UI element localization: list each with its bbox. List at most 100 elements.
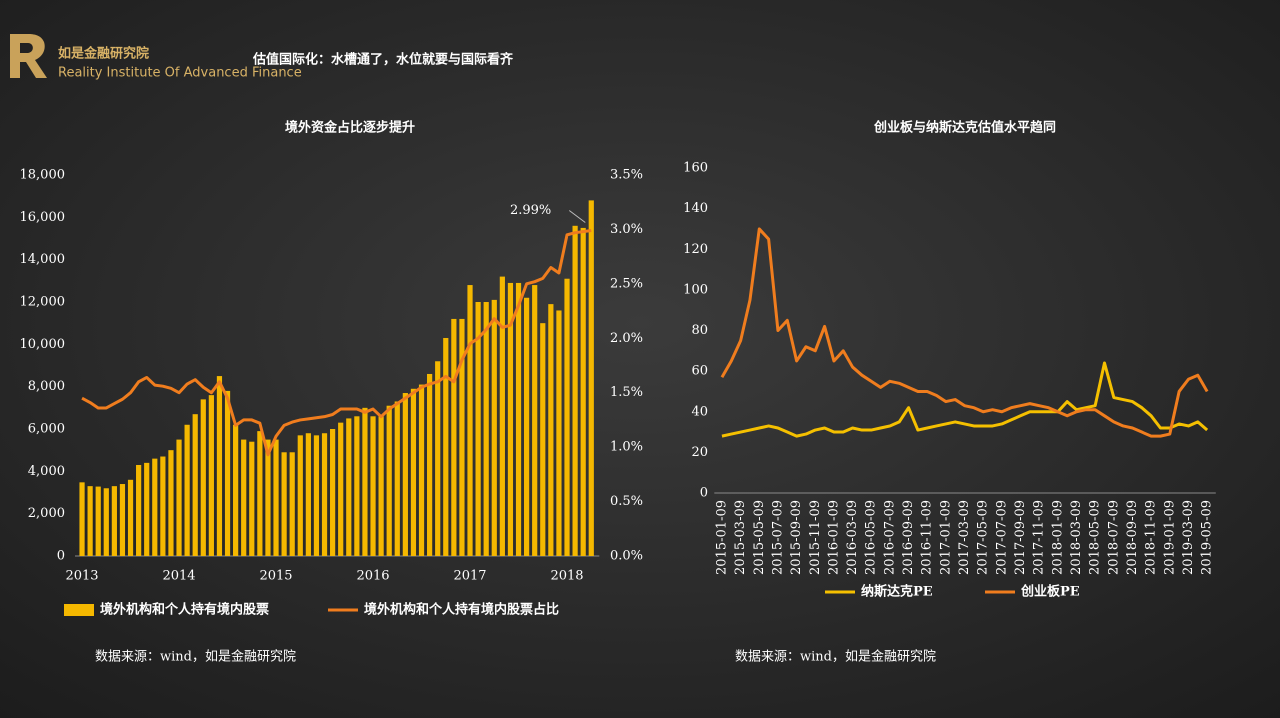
bar [475, 302, 481, 556]
bar [241, 439, 247, 556]
bar [394, 401, 400, 556]
bar [483, 302, 489, 556]
bar [257, 431, 263, 556]
bar [491, 299, 497, 556]
x-tick-label: 2019-05-09 [1200, 500, 1215, 575]
logo-subtitle: Reality Institute Of Advanced Finance [58, 66, 302, 81]
x-tick-label: 2017-05-09 [976, 500, 991, 575]
bar [338, 422, 344, 556]
bar [556, 310, 562, 556]
y-tick-label: 6,000 [28, 422, 65, 437]
bar [362, 407, 368, 556]
line [721, 361, 1209, 438]
legend-label: 境外机构和个人持有境内股票占比 [364, 602, 559, 618]
bar [540, 323, 546, 556]
bar [402, 393, 408, 556]
y2-tick-label: 2.0% [610, 331, 643, 346]
x-tick-label: 2013 [65, 569, 98, 584]
x-tick-label: 2016 [356, 569, 389, 584]
bar [79, 482, 85, 556]
bar [103, 488, 109, 556]
bar [354, 416, 360, 556]
bar [184, 424, 190, 556]
bar [224, 390, 231, 556]
x-tick-label: 2017-11-09 [1032, 500, 1047, 575]
y-tick-label: 0 [57, 549, 65, 564]
bar [378, 416, 384, 556]
bar [281, 452, 287, 556]
logo-mark [10, 34, 47, 78]
y-tick-label: 60 [691, 364, 708, 379]
x-tick-label: 2018-07-09 [1106, 500, 1121, 575]
bar [588, 200, 594, 556]
bar [297, 435, 303, 556]
bar [532, 285, 538, 556]
slide-title: 估值国际化：水槽通了，水位就要与国际看齐 [252, 52, 514, 68]
bar [515, 282, 522, 556]
bar [208, 395, 214, 556]
x-tick-label: 2016-11-09 [920, 500, 935, 575]
bar [467, 285, 473, 556]
x-tick-label: 2015 [259, 569, 292, 584]
y-tick-label: 40 [691, 404, 708, 419]
bar [580, 227, 586, 556]
bar [313, 435, 320, 556]
line [81, 229, 592, 457]
bar [410, 388, 417, 556]
x-tick-label: 2015-05-09 [752, 500, 767, 575]
bar [443, 337, 449, 556]
bar [265, 439, 271, 556]
y-tick-label: 160 [683, 161, 708, 176]
y2-tick-label: 0.0% [610, 549, 643, 564]
y-tick-label: 80 [691, 323, 708, 338]
x-tick-label: 2016-01-09 [826, 500, 841, 575]
y-tick-label: 12,000 [20, 295, 66, 310]
y-tick-label: 20 [691, 445, 708, 460]
bar [370, 416, 376, 556]
bar [168, 450, 174, 556]
data-label: 2.99% [510, 203, 551, 218]
y-tick-label: 10,000 [20, 337, 66, 352]
y-tick-label: 14,000 [20, 252, 66, 267]
bar [176, 439, 182, 556]
y-tick-label: 140 [683, 201, 708, 216]
bar [564, 278, 570, 556]
bar [346, 418, 352, 556]
x-tick-label: 2014 [162, 569, 195, 584]
bar [216, 376, 223, 556]
legend-label: 纳斯达克PE [861, 584, 933, 600]
x-tick-label: 2018-01-09 [1050, 500, 1065, 575]
line [720, 227, 1209, 438]
source-note: 数据来源：wind，如是金融研究院 [735, 649, 936, 665]
y2-tick-label: 2.5% [610, 276, 643, 291]
x-tick-label: 2015-11-09 [808, 500, 823, 575]
bar [273, 439, 279, 556]
x-tick-label: 2015-07-09 [770, 500, 785, 575]
x-tick-label: 2015-09-09 [789, 500, 804, 575]
bar [127, 479, 134, 556]
legend-swatch [64, 604, 94, 616]
bar [507, 282, 514, 556]
logo-name: 如是金融研究院 [58, 46, 149, 62]
bar [152, 458, 158, 556]
x-tick-label: 2016-03-09 [845, 500, 860, 575]
bar [289, 452, 295, 556]
x-tick-label: 2017 [453, 569, 486, 584]
x-tick-label: 2018-03-09 [1069, 500, 1084, 575]
bar [111, 486, 117, 556]
bar [459, 318, 465, 556]
x-tick-label: 2017-03-09 [957, 500, 972, 575]
y-tick-label: 8,000 [28, 379, 65, 394]
legend-label: 境外机构和个人持有境内股票 [100, 602, 269, 618]
bar [386, 405, 392, 556]
bar [435, 361, 441, 556]
bar [321, 433, 328, 556]
y2-tick-label: 1.0% [610, 440, 643, 455]
bar [572, 225, 578, 557]
x-tick-label: 2018-05-09 [1088, 500, 1103, 575]
x-tick-label: 2017-01-09 [938, 500, 953, 575]
bar [548, 304, 554, 556]
bar [200, 399, 206, 556]
y2-tick-label: 3.5% [610, 168, 643, 183]
